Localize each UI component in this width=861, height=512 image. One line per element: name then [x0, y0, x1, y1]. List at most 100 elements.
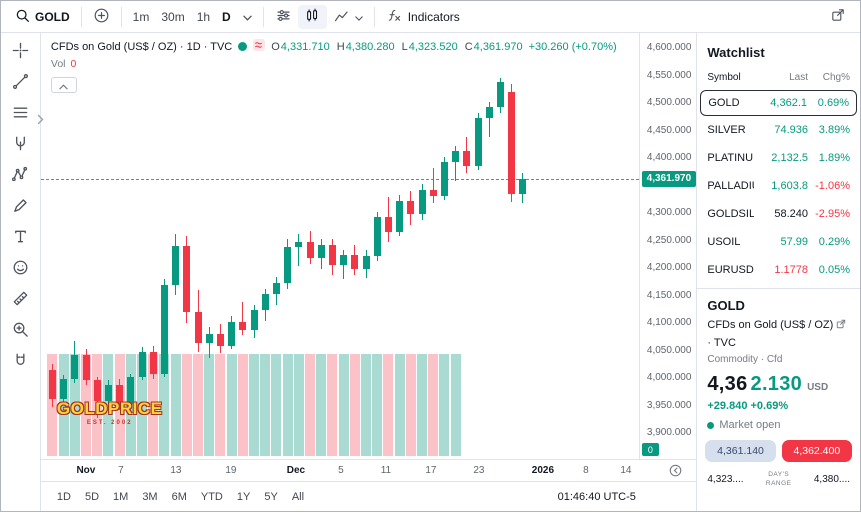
watchlist-row-eurusd[interactable]: EURUSD 1.1778 0.05% — [697, 256, 860, 284]
clock[interactable]: 01:46:40 UTC-5 — [557, 490, 636, 503]
magnet-tool-button[interactable] — [6, 351, 34, 373]
scroll-to-recent-button[interactable] — [668, 463, 684, 479]
watchlist-row-platinu[interactable]: PLATINU 2,132.5 1.89% — [697, 144, 860, 172]
ask-button[interactable]: 4,362.400 — [781, 440, 852, 462]
time-axis-label[interactable]: Dec — [286, 465, 306, 476]
indicators-label: Indicators — [407, 9, 460, 24]
interval-button-1m[interactable]: 1m — [127, 6, 156, 28]
legend-collapse-button[interactable] — [50, 77, 77, 93]
candle-body — [452, 151, 460, 163]
time-axis-label[interactable]: Nov — [76, 465, 96, 476]
chart-settings-button[interactable] — [269, 5, 298, 29]
column-symbol[interactable]: Symbol — [707, 72, 741, 83]
chart-type-dropdown-button[interactable] — [327, 5, 369, 29]
sidebar-expand-handle[interactable] — [34, 107, 47, 133]
column-chg[interactable]: Chg% — [822, 72, 850, 83]
time-axis[interactable]: Nov 7 13 19 Dec 5 11 17 23 2026 8 14 — [40, 459, 698, 481]
time-axis-label[interactable]: 8 — [583, 465, 589, 476]
time-axis-label[interactable]: 14 — [620, 465, 632, 476]
watchlist-row-silver[interactable]: SILVER 74.936 3.89% — [697, 116, 860, 144]
watchlist-symbol: PALLADIU — [707, 180, 754, 192]
range-button-5d[interactable]: 5D — [79, 488, 105, 506]
range-button-all[interactable]: All — [286, 488, 310, 506]
chart-plot[interactable]: GOLDPRICE EST. 2002 CFDs on Gold (US$ / … — [40, 33, 639, 459]
range-button-1m[interactable]: 1M — [107, 488, 134, 506]
time-axis-label[interactable]: 5 — [338, 465, 344, 476]
brush-tool-button[interactable] — [6, 196, 34, 218]
time-axis-label[interactable]: 19 — [225, 465, 237, 476]
range-button-1d[interactable]: 1D — [51, 488, 77, 506]
fib-retracement-tool-button[interactable] — [6, 103, 34, 125]
ruler-tool-button[interactable] — [6, 289, 34, 311]
interval-button-1h[interactable]: 1h — [191, 6, 216, 28]
candle-wick — [242, 302, 244, 336]
symbol-search-button[interactable]: GOLD — [9, 5, 76, 29]
popout-button[interactable] — [824, 5, 852, 29]
zoom-in-tool-button[interactable] — [6, 320, 34, 342]
indicators-button[interactable]: Indicators — [380, 5, 466, 29]
interval-dropdown-button[interactable] — [237, 5, 258, 29]
ohlc-pair: L 4,323.520 — [402, 41, 458, 53]
volume-bar — [148, 354, 159, 456]
detail-price-main: 4,36 — [707, 373, 748, 395]
ohlc-value: 4,331.710 — [280, 40, 330, 53]
crosshair-tool-button[interactable] — [6, 41, 34, 63]
column-last[interactable]: Last — [789, 72, 808, 83]
time-axis-label[interactable]: 7 — [118, 465, 124, 476]
current-price-badge: 4,361.970 — [641, 170, 696, 187]
range-button-ytd[interactable]: YTD — [195, 488, 229, 506]
external-link-icon[interactable] — [836, 318, 846, 335]
watchlist-row-palladiu[interactable]: PALLADIU 1,603.8 -1.06% — [697, 172, 860, 200]
price-axis[interactable]: 4,600.000 4,550.000 4,500.000 4,450.000 4,40… — [638, 33, 698, 459]
candle-body — [284, 247, 292, 284]
interval-button-d[interactable]: D — [216, 6, 237, 28]
candle-body — [306, 241, 314, 259]
chart-area[interactable]: GOLDPRICE EST. 2002 CFDs on Gold (US$ / … — [40, 33, 698, 511]
search-icon — [15, 8, 30, 26]
trend-line-tool-button[interactable] — [6, 72, 34, 94]
chart-type-candles-button[interactable] — [297, 4, 327, 29]
emoji-tool-button[interactable] — [6, 258, 34, 280]
time-axis-label[interactable]: 13 — [170, 465, 182, 476]
text-tool-button[interactable] — [6, 227, 34, 249]
volume-bar — [181, 354, 192, 456]
candle-wick — [432, 167, 434, 204]
pitchfork-tool-button[interactable] — [6, 134, 34, 156]
time-axis-label[interactable]: 23 — [473, 465, 485, 476]
ohlc-value: 4,380.280 — [345, 40, 395, 53]
panel-divider — [697, 288, 860, 289]
watchlist-row-goldsil[interactable]: GOLDSIL 58.240 -2.95% — [697, 200, 860, 228]
time-axis-label[interactable]: 2026 — [531, 465, 555, 476]
candle-body — [205, 334, 213, 343]
range-button-6m[interactable]: 6M — [166, 488, 193, 506]
candle-body — [485, 107, 493, 119]
market-status: Market open — [697, 412, 860, 431]
time-axis-label[interactable]: 11 — [380, 465, 392, 476]
time-axis-label[interactable]: 17 — [425, 465, 437, 476]
watchlist-symbol: GOLDSIL — [707, 208, 754, 220]
watchlist-row-gold[interactable]: GOLD 4,362.1 0.69% — [700, 90, 857, 116]
candle-body — [463, 151, 471, 166]
legend-symbol-title[interactable]: CFDs on Gold (US$ / OZ) · 1D · TVC — [50, 40, 233, 53]
magnet-icon — [11, 351, 30, 373]
candle-body — [508, 92, 516, 194]
range-button-3m[interactable]: 3M — [136, 488, 163, 506]
price-axis-label: 3,900.000 — [646, 427, 692, 438]
range-button-5y[interactable]: 5Y — [258, 488, 283, 506]
watchlist-row-usoil[interactable]: USOIL 57.99 0.29% — [697, 228, 860, 256]
price-axis-label: 4,250.000 — [646, 234, 692, 246]
candle-body — [396, 200, 404, 232]
price-axis-label: 4,400.000 — [646, 152, 692, 163]
xabcd-pattern-tool-button[interactable] — [6, 165, 34, 187]
bid-button[interactable]: 4,361.140 — [705, 440, 776, 462]
interval-button-30m[interactable]: 30m — [155, 6, 190, 28]
watchlist-change: -1.06% — [815, 180, 850, 192]
candle-body — [172, 246, 180, 285]
volume-bar — [170, 354, 181, 456]
volume-bar — [394, 354, 405, 456]
compare-add-button[interactable] — [87, 5, 116, 29]
range-low: 4,323.... — [707, 474, 744, 486]
candle-body — [317, 244, 325, 259]
range-button-1y[interactable]: 1Y — [231, 488, 256, 506]
candle-body — [272, 283, 280, 295]
